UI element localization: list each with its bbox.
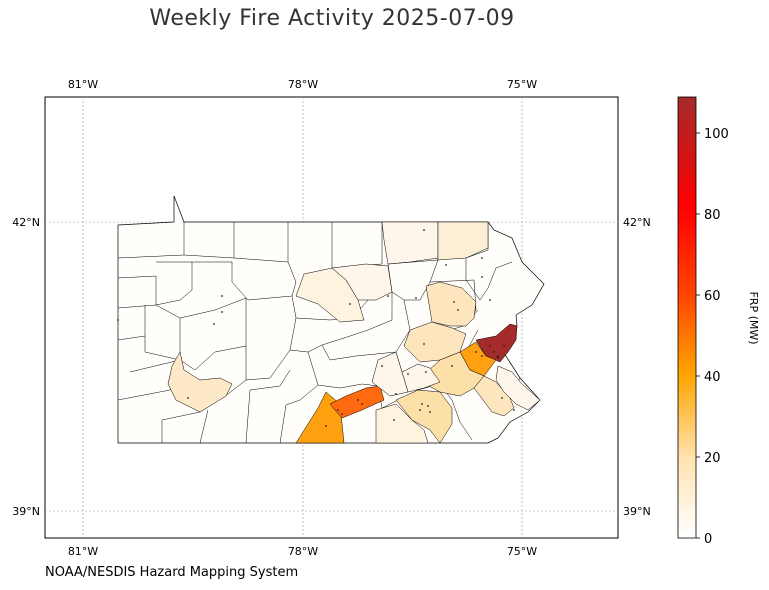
lon-tick-label: 81°W (68, 545, 98, 558)
colorbar-tick-label: 100 (704, 127, 729, 142)
lat-tick-label: 42°N (12, 216, 40, 229)
county-fill-12 (381, 221, 439, 265)
county-fill-5 (425, 281, 477, 327)
fire-point (361, 403, 363, 405)
county-borders (117, 222, 521, 444)
fire-point (493, 351, 495, 353)
fire-point (501, 397, 503, 399)
fire-point (513, 409, 515, 411)
fire-point (357, 399, 359, 401)
fire-point (341, 413, 343, 415)
fire-point (429, 411, 431, 413)
county-fill-15 (371, 351, 409, 397)
colorbar-tick-label: 80 (704, 208, 721, 223)
fire-point (457, 309, 459, 311)
fire-point (421, 403, 423, 405)
fire-point (423, 343, 425, 345)
county-fill-16 (495, 365, 541, 411)
lat-ticks-left: 42°N 39°N (12, 216, 40, 518)
county-fill-3 (329, 385, 385, 419)
fire-point (415, 297, 417, 299)
county-fill-8 (473, 375, 515, 417)
fire-point (419, 409, 421, 411)
fire-point (337, 409, 339, 411)
fire-point (481, 276, 483, 278)
fire-point (425, 371, 427, 373)
lon-tick-label: 81°W (68, 78, 98, 91)
fire-point (445, 264, 447, 266)
fire-point (451, 365, 453, 367)
fire-point (325, 425, 327, 427)
fire-point (221, 311, 223, 313)
fire-point (407, 373, 409, 375)
map-title: Weekly Fire Activity 2025-07-09 (149, 6, 515, 31)
lat-tick-label: 42°N (623, 216, 651, 229)
lat-tick-label: 39°N (623, 505, 651, 518)
lat-tick-label: 39°N (12, 505, 40, 518)
county-fill-9 (167, 351, 233, 413)
lon-tick-label: 75°W (507, 78, 537, 91)
fire-detections (117, 229, 515, 427)
fire-point (481, 355, 483, 357)
fire-point (387, 295, 389, 297)
fire-point (496, 355, 500, 359)
colorbar-tick-label: 20 (704, 451, 721, 466)
colorbar-tick-label: 0 (704, 532, 712, 547)
lon-tick-label: 75°W (507, 545, 537, 558)
county-fill-17 (375, 403, 429, 444)
colorbar-tick-label: 60 (704, 289, 721, 304)
colorbar-tick-label: 40 (704, 370, 721, 385)
fire-point (481, 257, 483, 259)
colorbar-ticks (696, 132, 700, 539)
lat-ticks-right: 42°N 39°N (623, 216, 651, 518)
fire-point (213, 323, 215, 325)
fire-point (395, 393, 397, 395)
lon-ticks-top: 81°W 78°W 75°W (68, 78, 537, 91)
fire-point (221, 295, 223, 297)
colorbar (677, 96, 697, 539)
fire-point (393, 419, 395, 421)
fire-point (475, 351, 477, 353)
fire-point (187, 397, 189, 399)
fire-point (503, 345, 505, 347)
fire-point (453, 301, 455, 303)
county-fill-4 (395, 389, 453, 444)
county-fill-11 (331, 263, 393, 301)
fire-point (489, 299, 491, 301)
fire-point (349, 303, 351, 305)
county-fill-13 (437, 221, 489, 261)
lon-ticks-bottom: 81°W 78°W 75°W (68, 545, 537, 558)
colorbar-label: FRP (MW) (747, 291, 760, 344)
fire-counties (167, 221, 541, 444)
fire-point (117, 319, 119, 321)
data-source-credit: NOAA/NESDIS Hazard Mapping System (45, 565, 299, 580)
fire-point (423, 229, 425, 231)
fire-point (489, 345, 491, 347)
colorbar-tick-labels: 0 20 40 60 80 100 (704, 127, 729, 547)
lon-tick-label: 78°W (288, 78, 318, 91)
fire-point (427, 405, 429, 407)
fire-point (381, 365, 383, 367)
lon-tick-label: 78°W (288, 545, 318, 558)
